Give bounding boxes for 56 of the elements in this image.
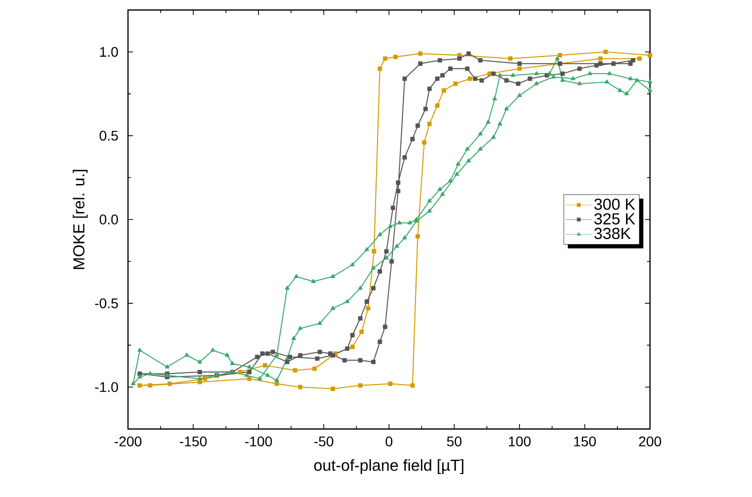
x-tick-label: -200 — [114, 436, 142, 446]
point — [330, 386, 336, 391]
point — [453, 82, 458, 86]
y-axis-title: MOKE [rel. u.] — [72, 170, 88, 269]
point — [372, 249, 376, 254]
y-tick-label: 0.0 — [100, 214, 118, 224]
point — [422, 140, 426, 145]
point — [378, 66, 382, 71]
point — [274, 382, 279, 386]
legend-label: 338K — [594, 228, 631, 240]
x-tick-label: -50 — [314, 436, 334, 446]
x-tick-label: -150 — [180, 436, 207, 446]
point — [168, 382, 172, 386]
x-axis-title: out-of-plane field [µT] — [314, 459, 464, 474]
x-tick-label: 100 — [508, 436, 531, 446]
point — [558, 53, 562, 58]
point — [637, 56, 642, 61]
point — [138, 383, 142, 388]
y-tick-label: 0.5 — [100, 130, 118, 141]
x-tick-label: -100 — [245, 436, 272, 446]
point — [442, 88, 446, 93]
y-tick-label: -0.5 — [95, 298, 118, 308]
x-tick-label: 0 — [386, 436, 392, 446]
point — [416, 234, 420, 238]
point — [358, 383, 362, 388]
point — [382, 56, 388, 61]
point — [393, 54, 398, 60]
y-tick-label: 1.0 — [100, 46, 118, 57]
x-tick-label: 150 — [574, 436, 596, 446]
point — [238, 370, 242, 374]
point — [435, 103, 440, 108]
point — [359, 330, 364, 334]
point — [648, 53, 652, 58]
x-tick-label: 200 — [639, 436, 662, 446]
point — [198, 380, 202, 384]
x-tick-label: 50 — [447, 436, 462, 446]
point — [598, 56, 603, 61]
point — [148, 383, 152, 388]
point — [298, 384, 302, 390]
point — [262, 363, 268, 368]
point — [468, 76, 472, 81]
point — [517, 66, 522, 71]
point — [603, 50, 608, 54]
point — [410, 383, 415, 388]
point — [202, 376, 208, 381]
point — [508, 56, 513, 61]
point — [292, 368, 298, 373]
point — [366, 306, 370, 311]
point — [388, 382, 392, 386]
point — [247, 376, 252, 381]
y-tick-label: -1.0 — [95, 382, 118, 392]
point — [312, 366, 317, 371]
legend-label: 300 K — [594, 198, 636, 210]
point — [418, 51, 423, 56]
point — [350, 344, 355, 350]
legend-label: 325 K — [594, 213, 636, 224]
